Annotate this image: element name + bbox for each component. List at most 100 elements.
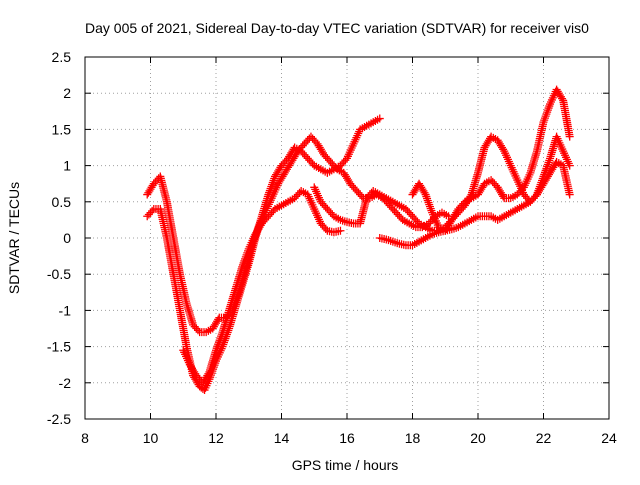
y-tick-label: -2 [59,375,72,391]
data-point-trace [351,219,362,228]
data-point-trace [311,207,324,226]
data-point-trace [190,322,202,335]
data-point-trace [245,232,259,251]
data-point-trace [521,192,533,204]
data-point-trace [219,308,233,335]
y-tick-label: 1 [63,158,71,174]
data-point-trace [410,214,422,226]
y-tick-label: -0.5 [47,266,71,282]
data-point [565,132,574,141]
y-tick-label: -1.5 [47,339,71,355]
data-point-trace [387,203,399,215]
data-point-trace [364,119,376,129]
data-point-trace [488,177,501,190]
data-point-trace [275,170,288,186]
data-point-trace [298,148,311,161]
data-point-trace [384,195,395,205]
x-tick-label: 22 [536,430,552,446]
data-point-trace [311,185,324,204]
data-point-trace [217,313,228,322]
data-point-trace [288,148,301,165]
data-point-trace [495,213,507,223]
data-point [565,190,574,199]
chart-title: Day 005 of 2021, Sidereal Day-to-day VTE… [85,20,589,36]
x-tick-label: 20 [470,430,486,446]
x-tick-label: 18 [405,430,421,446]
data-point-trace [225,286,240,313]
data-point-trace [507,163,521,183]
grid-layer [85,57,609,419]
data-point-trace [212,330,226,353]
data-point-trace [469,191,480,201]
y-axis-title: SDTVAR / TECUs [6,182,22,294]
data-point-trace [533,120,548,154]
data-point-trace [384,236,395,245]
data-point-trace [400,217,412,227]
data-point-trace [430,228,441,238]
data-point-trace [204,325,215,335]
data-point-trace [268,181,282,201]
data-point-trace [515,202,526,212]
data-point [238,262,247,271]
y-tick-label: -2.5 [47,411,71,427]
data-point-trace [522,199,533,209]
data-point-trace [156,207,171,240]
data-point-trace [272,163,285,179]
data-point-trace [180,348,193,367]
data-point-trace [391,238,402,248]
data-point-trace [508,206,520,216]
data-point-trace [417,235,428,245]
data-point-trace [440,209,451,220]
data-point-trace [206,348,220,374]
y-tick-label: 2.5 [52,49,72,65]
data-point-trace [292,188,304,201]
data-point-trace [554,159,565,169]
data-point-trace [489,213,500,223]
data-point-trace [520,170,534,190]
data-point-trace [455,199,468,212]
data-point-trace [508,191,520,201]
data-point-trace [318,199,330,212]
data-point-trace [474,145,489,175]
data-point-trace [540,102,554,125]
data-point-trace [475,181,488,197]
data-point [539,118,548,127]
data-point-trace [314,141,327,157]
data-point-trace [169,236,184,277]
data-point-trace [235,268,249,295]
data-point-trace [482,212,493,221]
data-point-trace [302,134,314,147]
data-point-trace [416,181,429,197]
data-point-trace [391,199,402,209]
data-point-trace [295,141,307,154]
data-point-trace [332,227,343,236]
y-tick-label: 2 [63,85,71,101]
data-point-trace [279,199,290,209]
data-point [375,114,384,123]
data-point-trace [318,221,330,233]
x-tick-label: 10 [143,430,159,446]
data-point-trace [403,206,415,219]
data-point-trace [377,191,389,201]
data-point-trace [163,236,178,277]
data-point-trace [151,174,163,186]
x-axis-title: GPS time / hours [292,457,399,473]
data-point-trace [560,149,573,168]
data-point-trace [266,206,278,219]
data-point-trace [540,170,553,186]
data-point-trace [304,192,318,211]
data-point-trace [332,213,343,223]
data-point-trace [526,149,541,175]
data-point-trace [377,234,389,243]
data-point-trace [325,166,336,176]
data-point-trace [350,127,364,146]
y-tick-label: -1 [59,302,72,318]
data-point-trace [318,166,330,176]
data-point-trace [252,221,265,237]
data-point-trace [449,223,461,233]
data-point-trace [201,377,213,392]
data-point-trace [281,159,295,176]
data-point-trace [553,87,567,103]
data-point-trace [456,220,467,230]
